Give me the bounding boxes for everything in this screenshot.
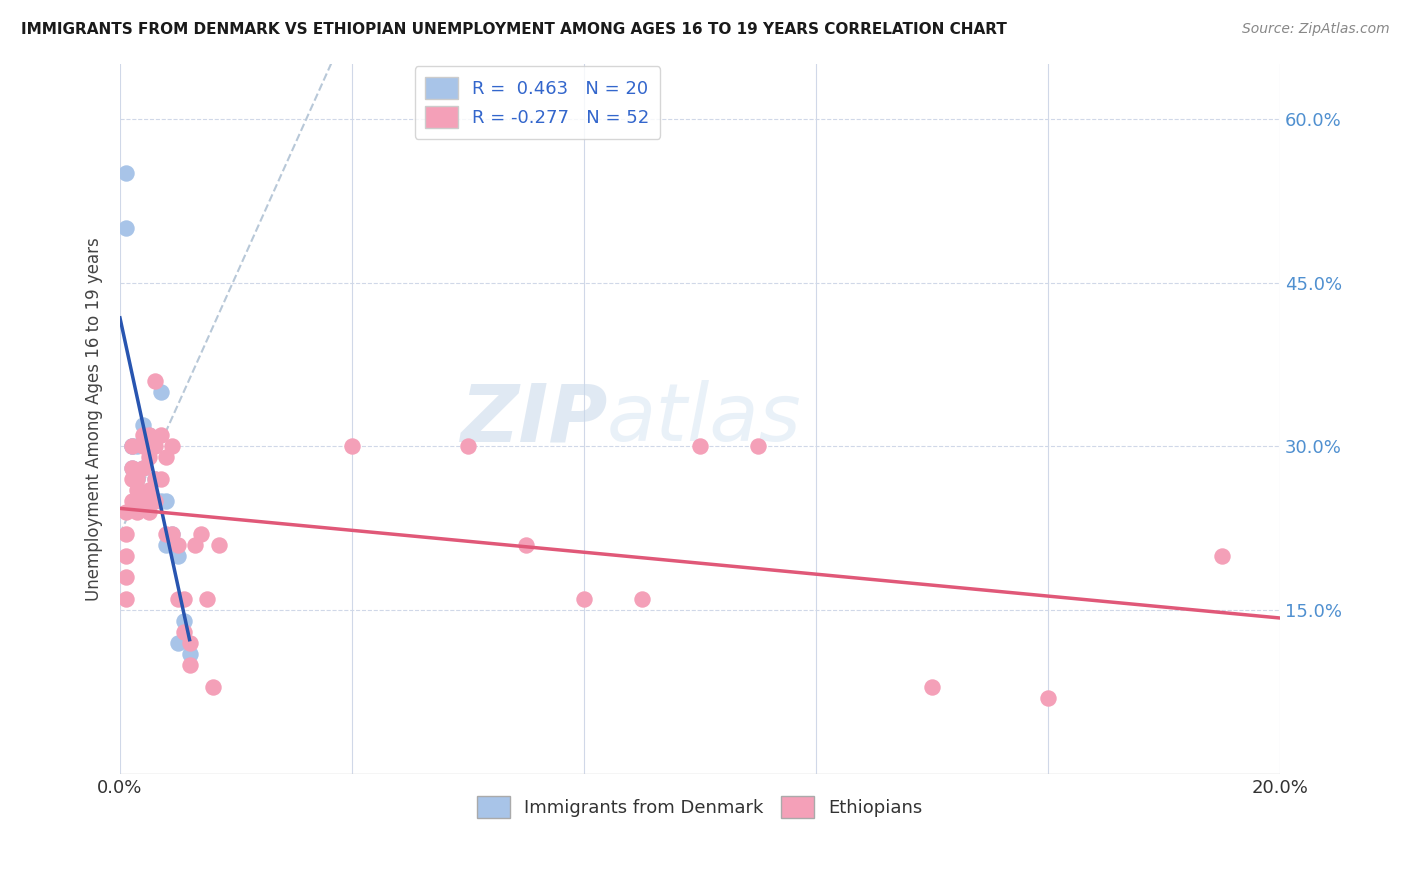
Point <box>127 483 149 497</box>
Point <box>127 472 149 486</box>
Point <box>173 614 195 628</box>
Point <box>132 428 155 442</box>
Point <box>160 526 183 541</box>
Point <box>167 538 190 552</box>
Point <box>179 647 201 661</box>
Point <box>631 592 654 607</box>
Point <box>138 505 160 519</box>
Point <box>114 570 136 584</box>
Point <box>149 472 172 486</box>
Point <box>167 592 190 607</box>
Point <box>1036 690 1059 705</box>
Point <box>121 439 143 453</box>
Point <box>132 494 155 508</box>
Point <box>132 439 155 453</box>
Point <box>190 526 212 541</box>
Point <box>201 680 224 694</box>
Point <box>515 538 537 552</box>
Point <box>138 428 160 442</box>
Point <box>149 384 172 399</box>
Point <box>1211 549 1233 563</box>
Point <box>173 625 195 640</box>
Text: IMMIGRANTS FROM DENMARK VS ETHIOPIAN UNEMPLOYMENT AMONG AGES 16 TO 19 YEARS CORR: IMMIGRANTS FROM DENMARK VS ETHIOPIAN UNE… <box>21 22 1007 37</box>
Point <box>155 526 177 541</box>
Point <box>127 505 149 519</box>
Point <box>114 221 136 235</box>
Point <box>138 428 160 442</box>
Point <box>127 472 149 486</box>
Point <box>132 461 155 475</box>
Point <box>114 526 136 541</box>
Point <box>143 472 166 486</box>
Text: atlas: atlas <box>607 380 801 458</box>
Point <box>160 439 183 453</box>
Legend: Immigrants from Denmark, Ethiopians: Immigrants from Denmark, Ethiopians <box>470 789 929 825</box>
Point <box>143 439 166 453</box>
Point <box>121 439 143 453</box>
Point <box>143 494 166 508</box>
Point <box>138 483 160 497</box>
Point <box>207 538 229 552</box>
Point <box>143 374 166 388</box>
Point <box>127 439 149 453</box>
Point <box>121 472 143 486</box>
Point <box>114 505 136 519</box>
Point <box>155 450 177 465</box>
Point <box>921 680 943 694</box>
Point <box>121 494 143 508</box>
Point <box>457 439 479 453</box>
Point <box>155 494 177 508</box>
Point <box>160 526 183 541</box>
Point <box>195 592 218 607</box>
Point <box>143 472 166 486</box>
Point <box>114 166 136 180</box>
Point <box>149 494 172 508</box>
Point <box>121 461 143 475</box>
Point <box>167 636 190 650</box>
Point <box>179 636 201 650</box>
Point <box>155 538 177 552</box>
Point <box>114 592 136 607</box>
Point <box>173 592 195 607</box>
Point <box>167 549 190 563</box>
Point <box>114 549 136 563</box>
Point <box>340 439 363 453</box>
Point <box>689 439 711 453</box>
Point <box>179 657 201 672</box>
Point <box>132 417 155 432</box>
Point <box>121 461 143 475</box>
Point <box>127 494 149 508</box>
Point <box>138 450 160 465</box>
Point <box>747 439 769 453</box>
Y-axis label: Unemployment Among Ages 16 to 19 years: Unemployment Among Ages 16 to 19 years <box>86 237 103 601</box>
Point <box>184 538 207 552</box>
Point <box>132 461 155 475</box>
Text: Source: ZipAtlas.com: Source: ZipAtlas.com <box>1241 22 1389 37</box>
Point <box>149 428 172 442</box>
Point <box>572 592 595 607</box>
Point <box>121 439 143 453</box>
Text: ZIP: ZIP <box>460 380 607 458</box>
